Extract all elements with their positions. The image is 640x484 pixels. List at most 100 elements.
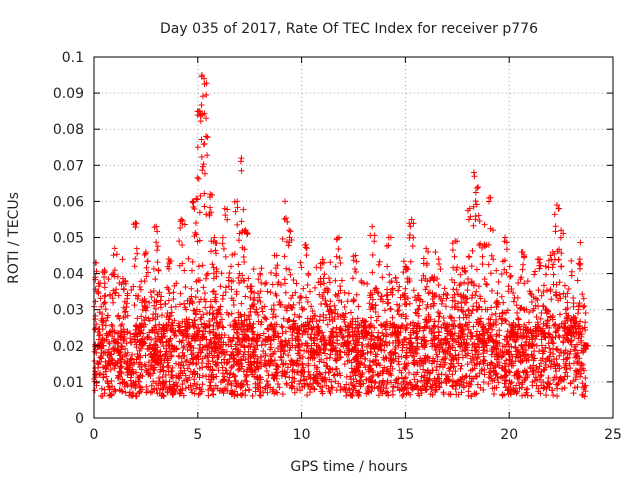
- scatter-point: [472, 391, 479, 398]
- scatter-point: [483, 347, 490, 354]
- scatter-point: [230, 334, 237, 341]
- scatter-point: [228, 343, 235, 350]
- scatter-point: [165, 286, 172, 293]
- scatter-point: [154, 330, 161, 337]
- scatter-point: [228, 363, 235, 370]
- scatter-point: [574, 359, 581, 366]
- scatter-point: [489, 360, 496, 367]
- scatter-point: [441, 285, 448, 292]
- scatter-point: [395, 307, 402, 314]
- scatter-point: [400, 258, 407, 265]
- scatter-point: [206, 382, 213, 389]
- scatter-point: [217, 303, 224, 310]
- scatter-point: [549, 387, 556, 394]
- scatter-point: [432, 249, 439, 256]
- scatter-point: [377, 386, 384, 393]
- scatter-point: [228, 310, 235, 317]
- scatter-point: [136, 283, 143, 290]
- scatter-point: [352, 268, 359, 275]
- scatter-point: [381, 307, 388, 314]
- scatter-point: [225, 378, 232, 385]
- scatter-point: [494, 290, 501, 297]
- scatter-point: [98, 385, 105, 392]
- scatter-point: [199, 372, 206, 379]
- scatter-point: [425, 353, 432, 360]
- scatter-point: [260, 338, 267, 345]
- scatter-point: [384, 286, 391, 293]
- scatter-point: [322, 350, 329, 357]
- scatter-point: [384, 263, 391, 270]
- scatter-point: [519, 392, 526, 399]
- scatter-point: [203, 272, 210, 279]
- scatter-point: [132, 323, 139, 330]
- y-tick-label: 0.05: [53, 231, 84, 247]
- scatter-point: [358, 381, 365, 388]
- scatter-point: [507, 272, 514, 279]
- scatter-point: [188, 285, 195, 292]
- scatter-point: [402, 285, 409, 292]
- scatter-point: [456, 282, 463, 289]
- scatter-point: [578, 360, 585, 367]
- scatter-point: [228, 364, 235, 371]
- scatter-point: [142, 352, 149, 359]
- scatter-point: [195, 263, 202, 270]
- scatter-point: [392, 275, 399, 282]
- scatter-point: [157, 304, 164, 311]
- scatter-point: [218, 270, 225, 277]
- scatter-point: [263, 279, 270, 286]
- scatter-point: [109, 383, 116, 390]
- scatter-point: [186, 316, 193, 323]
- scatter-point: [92, 368, 99, 375]
- scatter-point: [354, 342, 361, 349]
- scatter-point: [535, 385, 542, 392]
- scatter-point: [493, 384, 500, 391]
- scatter-point: [246, 386, 253, 393]
- scatter-point: [542, 334, 549, 341]
- scatter-point: [580, 304, 587, 311]
- scatter-point: [330, 372, 337, 379]
- scatter-point: [383, 342, 390, 349]
- scatter-point: [395, 361, 402, 368]
- scatter-point: [474, 328, 481, 335]
- scatter-point: [363, 390, 370, 397]
- scatter-point: [270, 327, 277, 334]
- scatter-point: [141, 317, 148, 324]
- scatter-point: [563, 365, 570, 372]
- scatter-point: [352, 387, 359, 394]
- y-tick-label: 0.06: [53, 194, 84, 210]
- scatter-point: [181, 221, 188, 228]
- scatter-point: [107, 392, 114, 399]
- scatter-point: [200, 284, 207, 291]
- scatter-point: [123, 340, 130, 347]
- scatter-point: [226, 374, 233, 381]
- scatter-point: [474, 381, 481, 388]
- scatter-point: [398, 322, 405, 329]
- scatter-point: [173, 280, 180, 287]
- scatter-point: [540, 379, 547, 386]
- scatter-point: [574, 383, 581, 390]
- scatter-point: [151, 302, 158, 309]
- scatter-point: [216, 335, 223, 342]
- scatter-point: [387, 332, 394, 339]
- scatter-point: [532, 268, 539, 275]
- scatter-point: [282, 373, 289, 380]
- scatter-point: [468, 375, 475, 382]
- scatter-point: [502, 317, 509, 324]
- scatter-point: [115, 374, 122, 381]
- chart-title: Day 035 of 2017, Rate Of TEC Index for r…: [160, 21, 538, 37]
- scatter-point: [267, 346, 274, 353]
- scatter-point: [473, 288, 480, 295]
- scatter-point: [532, 302, 539, 309]
- scatter-point: [340, 343, 347, 350]
- scatter-point: [418, 387, 425, 394]
- scatter-point: [390, 383, 397, 390]
- scatter-point: [229, 348, 236, 355]
- scatter-point: [411, 376, 418, 383]
- scatter-point: [537, 315, 544, 322]
- scatter-point: [422, 286, 429, 293]
- scatter-point: [260, 330, 267, 337]
- scatter-point: [242, 377, 249, 384]
- scatter-point: [436, 363, 443, 370]
- scatter-point: [107, 366, 114, 373]
- scatter-point: [114, 313, 121, 320]
